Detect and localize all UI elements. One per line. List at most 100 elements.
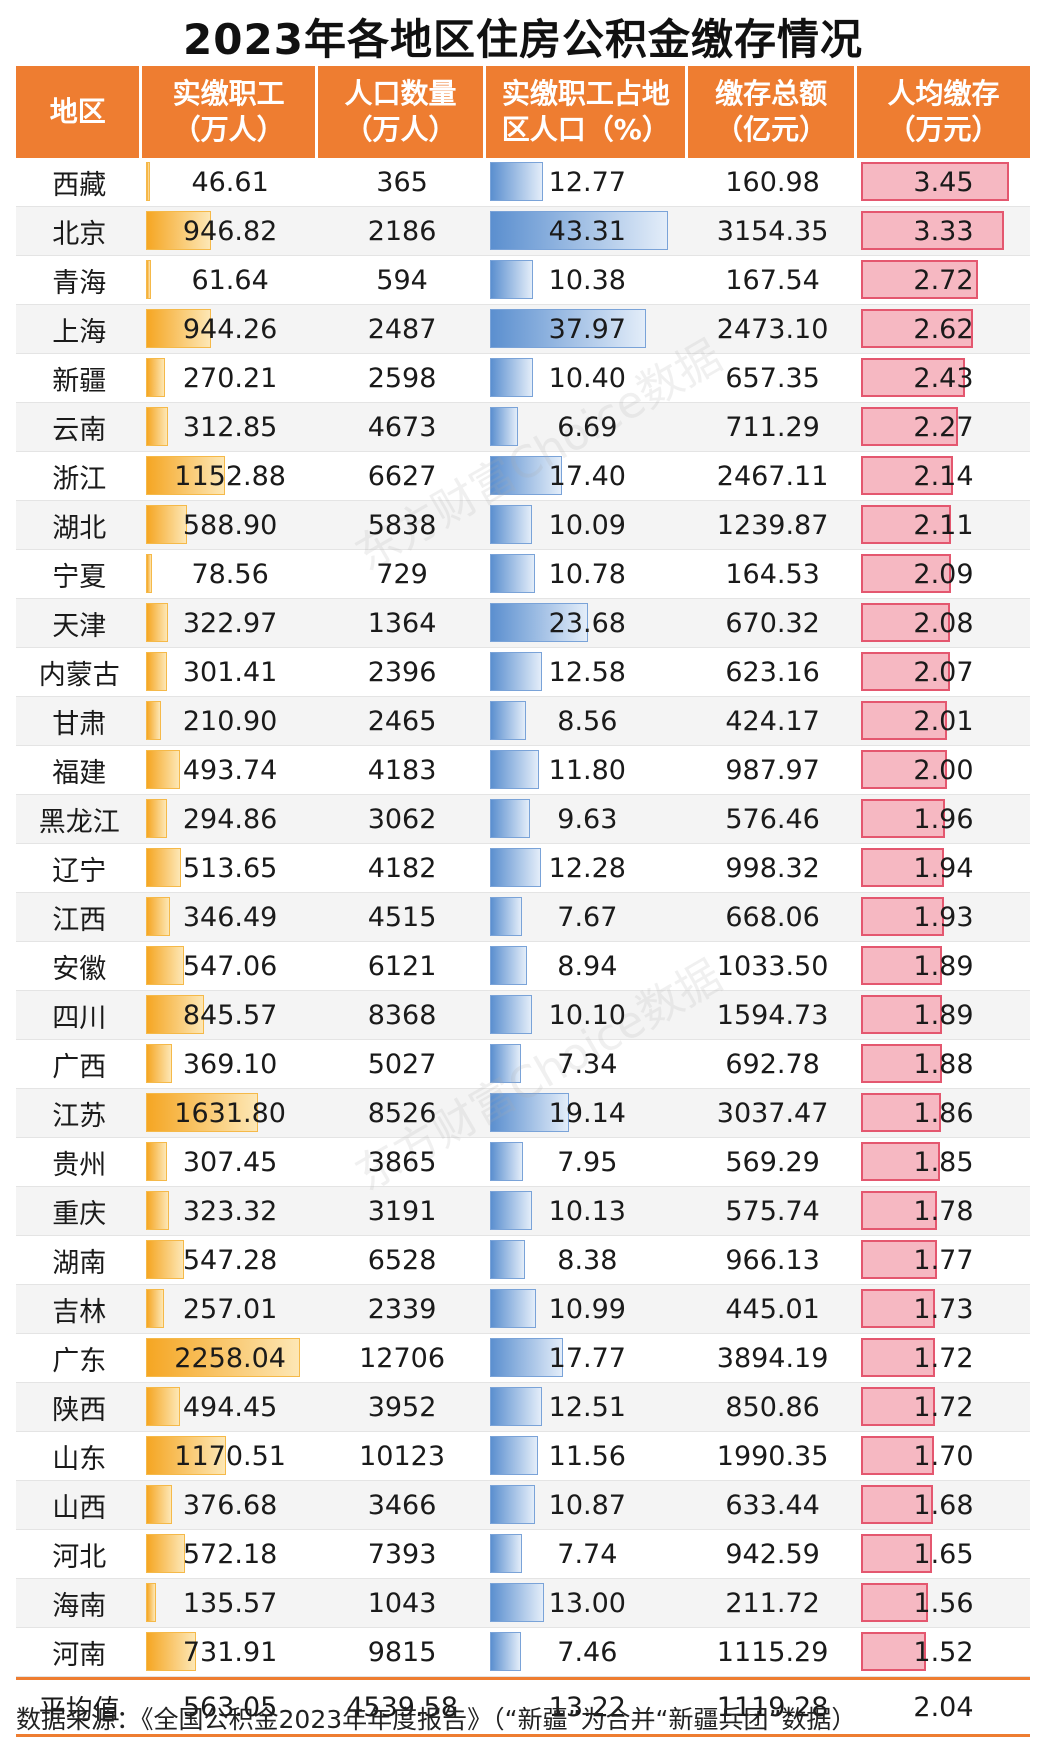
table-row: 安徽 547.06 6121 8.94 1033.50 1.89 bbox=[16, 942, 1030, 991]
population-cell: 6528 bbox=[317, 1236, 487, 1285]
workers-cell-value: 944.26 bbox=[182, 313, 278, 345]
workers-cell-value: 494.45 bbox=[182, 1391, 278, 1423]
workers-cell-value: 572.18 bbox=[182, 1538, 278, 1570]
ratio-cell: 9.63 bbox=[486, 795, 689, 844]
region-cell-value: 安徽 bbox=[52, 953, 107, 985]
total-cell-value: 164.53 bbox=[725, 558, 820, 590]
workers-cell-bar bbox=[146, 162, 150, 201]
region-cell: 湖南 bbox=[16, 1236, 143, 1285]
ratio-cell-value: 9.63 bbox=[557, 803, 618, 835]
ratio-cell-value: 10.78 bbox=[548, 558, 626, 590]
ratio-cell-value: 11.80 bbox=[548, 754, 626, 786]
workers-cell: 270.21 bbox=[142, 354, 318, 403]
workers-cell-bar bbox=[146, 1044, 172, 1083]
region-cell-value: 新疆 bbox=[52, 365, 107, 397]
workers-cell-bar bbox=[146, 1436, 227, 1475]
workers-cell-bar bbox=[146, 848, 182, 887]
ratio-cell-bar bbox=[490, 1142, 524, 1181]
per-capita-cell-value: 2.01 bbox=[913, 705, 974, 737]
average-row: 平均值 563.05 4539.58 13.22 1119.28 2.04 bbox=[16, 1677, 1030, 1737]
ratio-cell: 37.97 bbox=[486, 305, 689, 354]
per-capita-cell-bar bbox=[860, 309, 974, 348]
region-cell-value: 山东 bbox=[52, 1443, 107, 1475]
per-capita-cell: 1.78 bbox=[856, 1187, 1030, 1236]
ratio-cell-value: 13.00 bbox=[548, 1587, 626, 1619]
workers-cell-bar bbox=[146, 603, 169, 642]
per-capita-cell: 1.72 bbox=[856, 1383, 1030, 1432]
average-per-capita: 2.04 bbox=[856, 1677, 1030, 1737]
table-row: 江西 346.49 4515 7.67 668.06 1.93 bbox=[16, 893, 1030, 942]
per-capita-cell-bar bbox=[860, 603, 951, 642]
ratio-cell-bar bbox=[490, 456, 562, 495]
total-cell: 3154.35 bbox=[688, 207, 857, 256]
workers-cell: 322.97 bbox=[142, 599, 318, 648]
ratio-cell: 23.68 bbox=[486, 599, 689, 648]
workers-cell: 376.68 bbox=[142, 1481, 318, 1530]
region-cell-value: 河南 bbox=[52, 1639, 107, 1671]
ratio-cell-value: 10.38 bbox=[548, 264, 626, 296]
workers-cell: 1152.88 bbox=[142, 452, 318, 501]
region-cell: 黑龙江 bbox=[16, 795, 143, 844]
ratio-cell-value: 10.09 bbox=[548, 509, 626, 541]
total-cell: 211.72 bbox=[688, 1579, 857, 1628]
average-ratio: 13.22 bbox=[486, 1677, 689, 1737]
header-region: 地区 bbox=[16, 66, 143, 158]
region-cell-value: 辽宁 bbox=[52, 855, 107, 887]
region-cell-value: 湖北 bbox=[52, 512, 107, 544]
total-cell: 424.17 bbox=[688, 697, 857, 746]
region-cell-value: 黑龙江 bbox=[38, 806, 120, 838]
region-cell: 广东 bbox=[16, 1334, 143, 1383]
per-capita-cell: 1.70 bbox=[856, 1432, 1030, 1481]
workers-cell-bar bbox=[146, 1142, 168, 1181]
workers-cell-bar bbox=[146, 1485, 173, 1524]
workers-cell-bar bbox=[146, 456, 226, 495]
per-capita-cell-value: 1.85 bbox=[913, 1146, 974, 1178]
per-capita-cell-bar bbox=[860, 1485, 933, 1524]
per-capita-cell-bar bbox=[860, 799, 945, 838]
population-cell-value: 2186 bbox=[367, 215, 437, 247]
total-cell-value: 569.29 bbox=[725, 1146, 820, 1178]
workers-cell-bar bbox=[146, 1583, 156, 1622]
total-cell-value: 3154.35 bbox=[716, 215, 829, 247]
population-cell: 4183 bbox=[317, 746, 487, 795]
total-cell-value: 2473.10 bbox=[716, 313, 829, 345]
per-capita-cell: 2.72 bbox=[856, 256, 1030, 305]
region-cell-value: 贵州 bbox=[52, 1149, 107, 1181]
total-cell: 445.01 bbox=[688, 1285, 857, 1334]
population-cell-value: 4183 bbox=[367, 754, 437, 786]
workers-cell-bar bbox=[146, 995, 205, 1034]
population-cell: 1364 bbox=[317, 599, 487, 648]
region-cell: 北京 bbox=[16, 207, 143, 256]
ratio-cell-value: 7.46 bbox=[557, 1636, 618, 1668]
data-table: 地区 实缴职工（万人） 人口数量（万人） 实缴职工占地区人口（%） 缴存总额（亿… bbox=[16, 66, 1030, 1737]
ratio-cell-value: 12.58 bbox=[548, 656, 626, 688]
workers-cell-value: 1631.80 bbox=[174, 1097, 286, 1129]
region-cell-value: 四川 bbox=[52, 1002, 107, 1034]
ratio-cell-bar bbox=[490, 211, 669, 250]
ratio-cell-bar bbox=[490, 1436, 538, 1475]
ratio-cell: 7.46 bbox=[486, 1628, 689, 1677]
total-cell: 711.29 bbox=[688, 403, 857, 452]
average-total: 1119.28 bbox=[688, 1677, 857, 1737]
workers-cell-bar bbox=[146, 897, 171, 936]
ratio-cell: 11.80 bbox=[486, 746, 689, 795]
population-cell: 594 bbox=[317, 256, 487, 305]
per-capita-cell: 1.86 bbox=[856, 1089, 1030, 1138]
ratio-cell-bar bbox=[490, 1387, 542, 1426]
population-cell: 10123 bbox=[317, 1432, 487, 1481]
workers-cell-value: 301.41 bbox=[182, 656, 278, 688]
ratio-cell-value: 10.10 bbox=[548, 999, 626, 1031]
workers-cell-bar bbox=[146, 211, 212, 250]
table-row: 北京 946.82 2186 43.31 3154.35 3.33 bbox=[16, 207, 1030, 256]
region-cell: 江西 bbox=[16, 893, 143, 942]
workers-cell: 513.65 bbox=[142, 844, 318, 893]
workers-cell: 346.49 bbox=[142, 893, 318, 942]
workers-cell-value: 307.45 bbox=[182, 1146, 278, 1178]
workers-cell-bar bbox=[146, 1191, 169, 1230]
per-capita-cell: 1.89 bbox=[856, 942, 1030, 991]
per-capita-cell-value: 1.78 bbox=[913, 1195, 974, 1227]
region-cell: 江苏 bbox=[16, 1089, 143, 1138]
population-cell-value: 10123 bbox=[359, 1440, 446, 1472]
ratio-cell-bar bbox=[490, 505, 532, 544]
